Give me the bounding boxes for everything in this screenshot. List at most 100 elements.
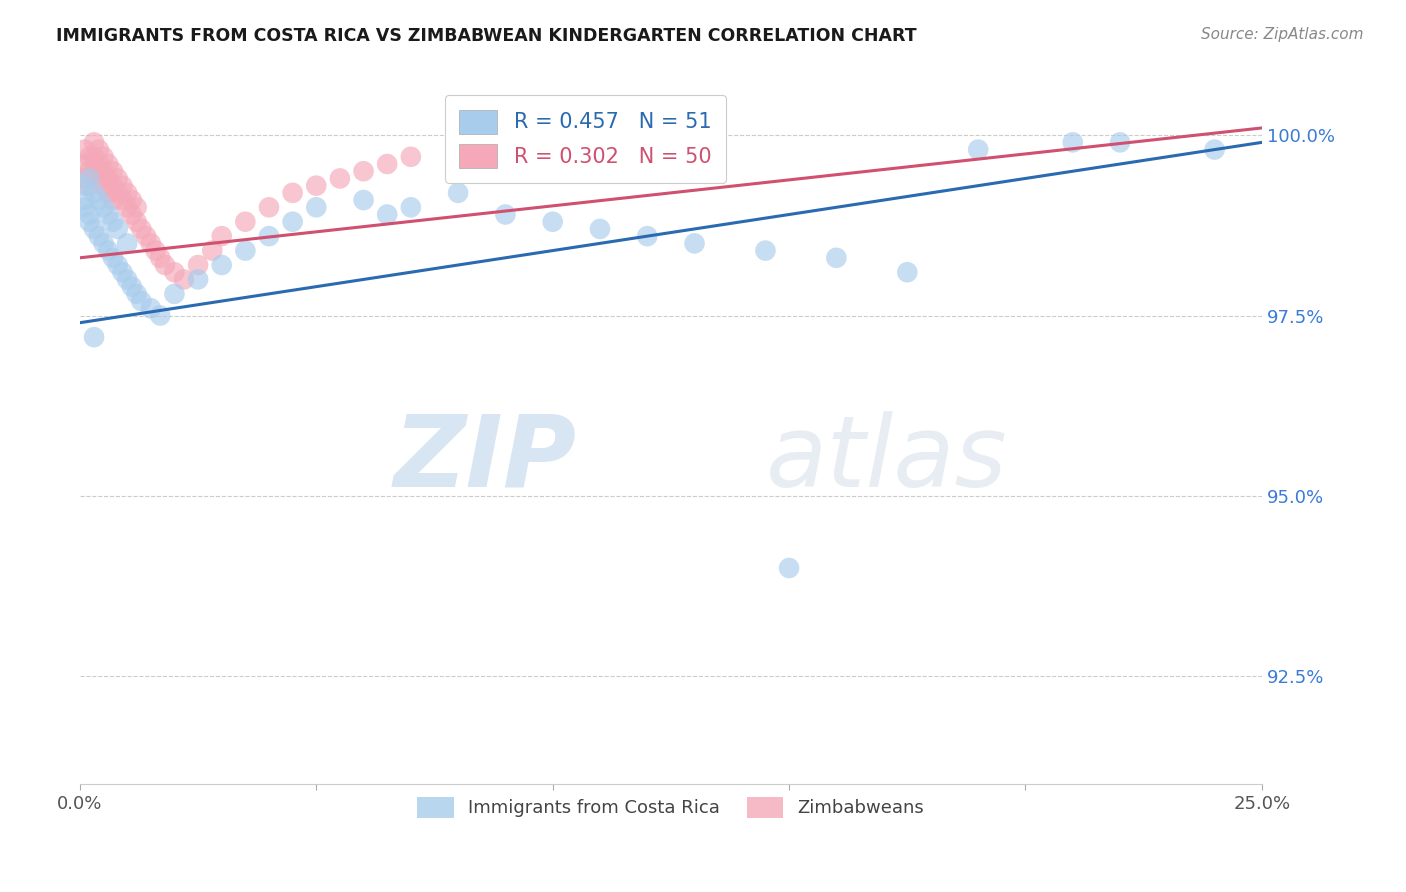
Point	[399, 200, 422, 214]
Text: atlas: atlas	[765, 410, 1007, 508]
Point	[541, 215, 564, 229]
Point	[305, 200, 328, 214]
Point	[87, 157, 110, 171]
Point	[131, 222, 153, 236]
Point	[97, 171, 120, 186]
Point	[125, 215, 148, 229]
Point	[97, 186, 120, 200]
Point	[79, 215, 101, 229]
Point	[683, 236, 706, 251]
Point	[83, 330, 105, 344]
Point	[636, 229, 658, 244]
Point	[83, 164, 105, 178]
Point	[281, 215, 304, 229]
Point	[79, 207, 101, 221]
Point	[101, 251, 124, 265]
Point	[257, 200, 280, 214]
Point	[211, 258, 233, 272]
Point	[87, 193, 110, 207]
Point	[101, 178, 124, 193]
Legend: Immigrants from Costa Rica, Zimbabweans: Immigrants from Costa Rica, Zimbabweans	[411, 789, 932, 825]
Point	[79, 164, 101, 178]
Point	[967, 143, 990, 157]
Point	[101, 193, 124, 207]
Point	[83, 136, 105, 150]
Point	[115, 186, 138, 200]
Point	[83, 150, 105, 164]
Point	[73, 193, 96, 207]
Point	[896, 265, 918, 279]
Point	[135, 229, 157, 244]
Point	[149, 309, 172, 323]
Point	[1204, 143, 1226, 157]
Point	[111, 193, 134, 207]
Text: ZIP: ZIP	[394, 410, 576, 508]
Point	[107, 258, 129, 272]
Point	[101, 215, 124, 229]
Point	[79, 171, 101, 186]
Point	[97, 157, 120, 171]
Point	[187, 258, 209, 272]
Point	[163, 286, 186, 301]
Point	[111, 178, 134, 193]
Point	[111, 265, 134, 279]
Point	[97, 244, 120, 258]
Point	[93, 236, 115, 251]
Point	[375, 207, 398, 221]
Point	[329, 171, 352, 186]
Point	[79, 150, 101, 164]
Point	[494, 207, 516, 221]
Point	[107, 171, 129, 186]
Point	[93, 164, 115, 178]
Point	[125, 286, 148, 301]
Point	[101, 164, 124, 178]
Point	[73, 171, 96, 186]
Point	[1062, 136, 1084, 150]
Point	[447, 186, 470, 200]
Point	[121, 193, 143, 207]
Point	[97, 207, 120, 221]
Point	[73, 200, 96, 214]
Point	[107, 222, 129, 236]
Point	[173, 272, 195, 286]
Point	[145, 244, 167, 258]
Point	[589, 222, 612, 236]
Point	[139, 301, 162, 316]
Point	[79, 178, 101, 193]
Point	[235, 215, 257, 229]
Point	[93, 200, 115, 214]
Point	[125, 200, 148, 214]
Point	[281, 186, 304, 200]
Point	[139, 236, 162, 251]
Point	[163, 265, 186, 279]
Text: IMMIGRANTS FROM COSTA RICA VS ZIMBABWEAN KINDERGARTEN CORRELATION CHART: IMMIGRANTS FROM COSTA RICA VS ZIMBABWEAN…	[56, 27, 917, 45]
Point	[121, 279, 143, 293]
Point	[115, 200, 138, 214]
Point	[353, 193, 375, 207]
Point	[201, 244, 224, 258]
Point	[305, 178, 328, 193]
Point	[754, 244, 776, 258]
Point	[115, 272, 138, 286]
Point	[115, 236, 138, 251]
Point	[83, 186, 105, 200]
Point	[121, 207, 143, 221]
Point	[73, 157, 96, 171]
Point	[131, 294, 153, 309]
Point	[778, 561, 800, 575]
Point	[107, 186, 129, 200]
Point	[153, 258, 176, 272]
Point	[235, 244, 257, 258]
Point	[149, 251, 172, 265]
Point	[87, 143, 110, 157]
Point	[87, 229, 110, 244]
Point	[1109, 136, 1132, 150]
Point	[93, 178, 115, 193]
Point	[353, 164, 375, 178]
Text: Source: ZipAtlas.com: Source: ZipAtlas.com	[1201, 27, 1364, 42]
Point	[399, 150, 422, 164]
Point	[211, 229, 233, 244]
Point	[87, 171, 110, 186]
Point	[187, 272, 209, 286]
Point	[825, 251, 848, 265]
